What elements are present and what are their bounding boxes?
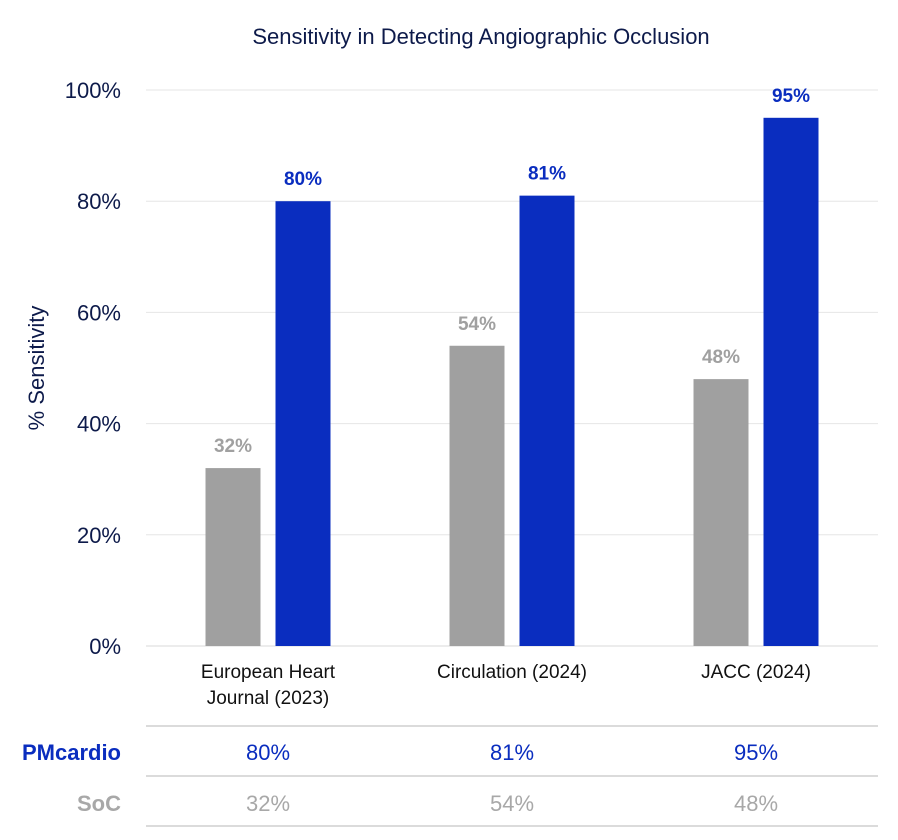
x-tick-label: European Heart <box>201 662 336 683</box>
data-label-pmcardio-2: 81% <box>528 164 566 185</box>
table-cell: 95% <box>734 740 778 765</box>
y-axis-ticks: 0% 20% 40% 60% 80% 100% <box>65 78 121 659</box>
bar-soc-2 <box>449 345 505 646</box>
y-tick-label: 20% <box>77 523 121 548</box>
summary-table: PMcardio 80% 81% 95% SoC 32% 54% 48% <box>22 725 878 827</box>
x-axis-ticks: European Heart Journal (2023) Circulation … <box>201 662 811 709</box>
table-cell: 81% <box>490 740 534 765</box>
bar-pmcardio-3 <box>763 117 819 647</box>
data-label-soc-3: 48% <box>702 347 740 368</box>
table-cell: 54% <box>490 791 534 816</box>
table-cell: 48% <box>734 791 778 816</box>
data-label-soc-2: 54% <box>458 314 496 335</box>
x-tick-label: JACC (2024) <box>701 662 811 683</box>
data-label-pmcardio-3: 95% <box>772 86 810 107</box>
y-tick-label: 40% <box>77 412 121 437</box>
grid <box>146 89 878 647</box>
table-row-label: PMcardio <box>22 740 121 765</box>
chart-title: Sensitivity in Detecting Angiographic Oc… <box>252 24 709 49</box>
y-axis-label: % Sensitivity <box>24 306 49 431</box>
bar-soc-3 <box>693 379 749 646</box>
data-label-soc-1: 32% <box>214 436 252 457</box>
table-cell: 80% <box>246 740 290 765</box>
data-label-pmcardio-1: 80% <box>284 169 322 190</box>
bar-soc-1 <box>205 468 261 646</box>
bars: 32% 80% 54% 81% 48% 95% <box>205 86 819 647</box>
y-tick-label: 100% <box>65 78 121 103</box>
y-tick-label: 60% <box>77 300 121 325</box>
y-tick-label: 0% <box>89 634 121 659</box>
bar-pmcardio-1 <box>275 201 331 646</box>
x-tick-label: Journal (2023) <box>207 688 330 709</box>
table-cell: 32% <box>246 791 290 816</box>
table-row-label: SoC <box>77 791 121 816</box>
bar-pmcardio-2 <box>519 195 575 646</box>
y-tick-label: 80% <box>77 189 121 214</box>
x-tick-label: Circulation (2024) <box>437 662 587 683</box>
